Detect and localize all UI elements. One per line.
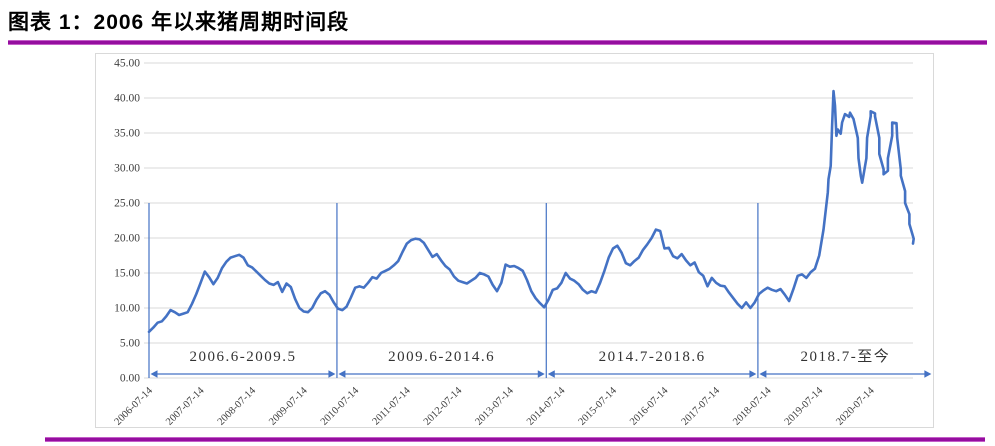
period-label: 2009.6-2014.6 bbox=[388, 349, 495, 365]
x-tick-label: 2020-07-14 bbox=[834, 385, 877, 427]
y-tick-label: 35.00 bbox=[114, 128, 140, 140]
x-tick-label: 2015-07-14 bbox=[577, 385, 620, 427]
x-tick-label: 2012-07-14 bbox=[422, 385, 465, 427]
y-tick-label: 40.00 bbox=[114, 93, 140, 105]
arrowhead-left bbox=[759, 370, 767, 378]
arrowhead-right bbox=[924, 370, 932, 378]
figure-title: 图表 1：2006 年以来猪周期时间段 bbox=[8, 11, 350, 34]
y-tick-label: 0.00 bbox=[120, 373, 140, 385]
period-label: 2018.7-至今 bbox=[801, 348, 891, 365]
y-tick-label: 25.00 bbox=[114, 198, 140, 210]
x-tick-label: 2010-07-14 bbox=[319, 385, 362, 427]
x-tick-label: 2016-07-14 bbox=[628, 385, 671, 427]
x-tick-label: 2011-07-14 bbox=[371, 385, 414, 427]
x-tick-label: 2008-07-14 bbox=[216, 385, 259, 427]
arrowhead-left bbox=[547, 370, 555, 378]
title-underline-rule bbox=[8, 40, 987, 45]
footer-rule bbox=[45, 437, 985, 442]
period-label: 2006.6-2009.5 bbox=[189, 349, 296, 365]
arrowhead-left bbox=[338, 370, 346, 378]
y-tick-label: 45.00 bbox=[114, 58, 140, 70]
y-tick-label: 20.00 bbox=[114, 233, 140, 245]
y-tick-label: 15.00 bbox=[114, 268, 140, 280]
x-tick-label: 2017-07-14 bbox=[680, 385, 723, 427]
x-tick-label: 2013-07-14 bbox=[473, 385, 516, 427]
y-tick-label: 10.00 bbox=[114, 303, 140, 315]
x-tick-label: 2014-07-14 bbox=[525, 385, 568, 427]
y-tick-label: 5.00 bbox=[120, 338, 140, 350]
chart-area: 0.00 5.00 10.00 15.00 20.00 25.00 30.00 35.00 40… bbox=[95, 53, 934, 428]
y-tick-label: 30.00 bbox=[114, 163, 140, 175]
arrowhead-right bbox=[328, 370, 336, 378]
price-line bbox=[147, 89, 915, 334]
x-tick-label: 2007-07-14 bbox=[164, 385, 207, 427]
x-tick-label: 2018-07-14 bbox=[731, 385, 774, 427]
arrowhead-right bbox=[749, 370, 757, 378]
period-label: 2014.7-2018.6 bbox=[599, 349, 706, 365]
line-chart: 0.00 5.00 10.00 15.00 20.00 25.00 30.00 35.00 40… bbox=[113, 58, 932, 427]
arrowhead-right bbox=[537, 370, 545, 378]
x-tick-label: 2009-07-14 bbox=[267, 385, 310, 427]
x-tick-label: 2019-07-14 bbox=[783, 385, 826, 427]
x-tick-label: 2006-07-14 bbox=[113, 385, 156, 427]
arrowhead-left bbox=[150, 370, 158, 378]
